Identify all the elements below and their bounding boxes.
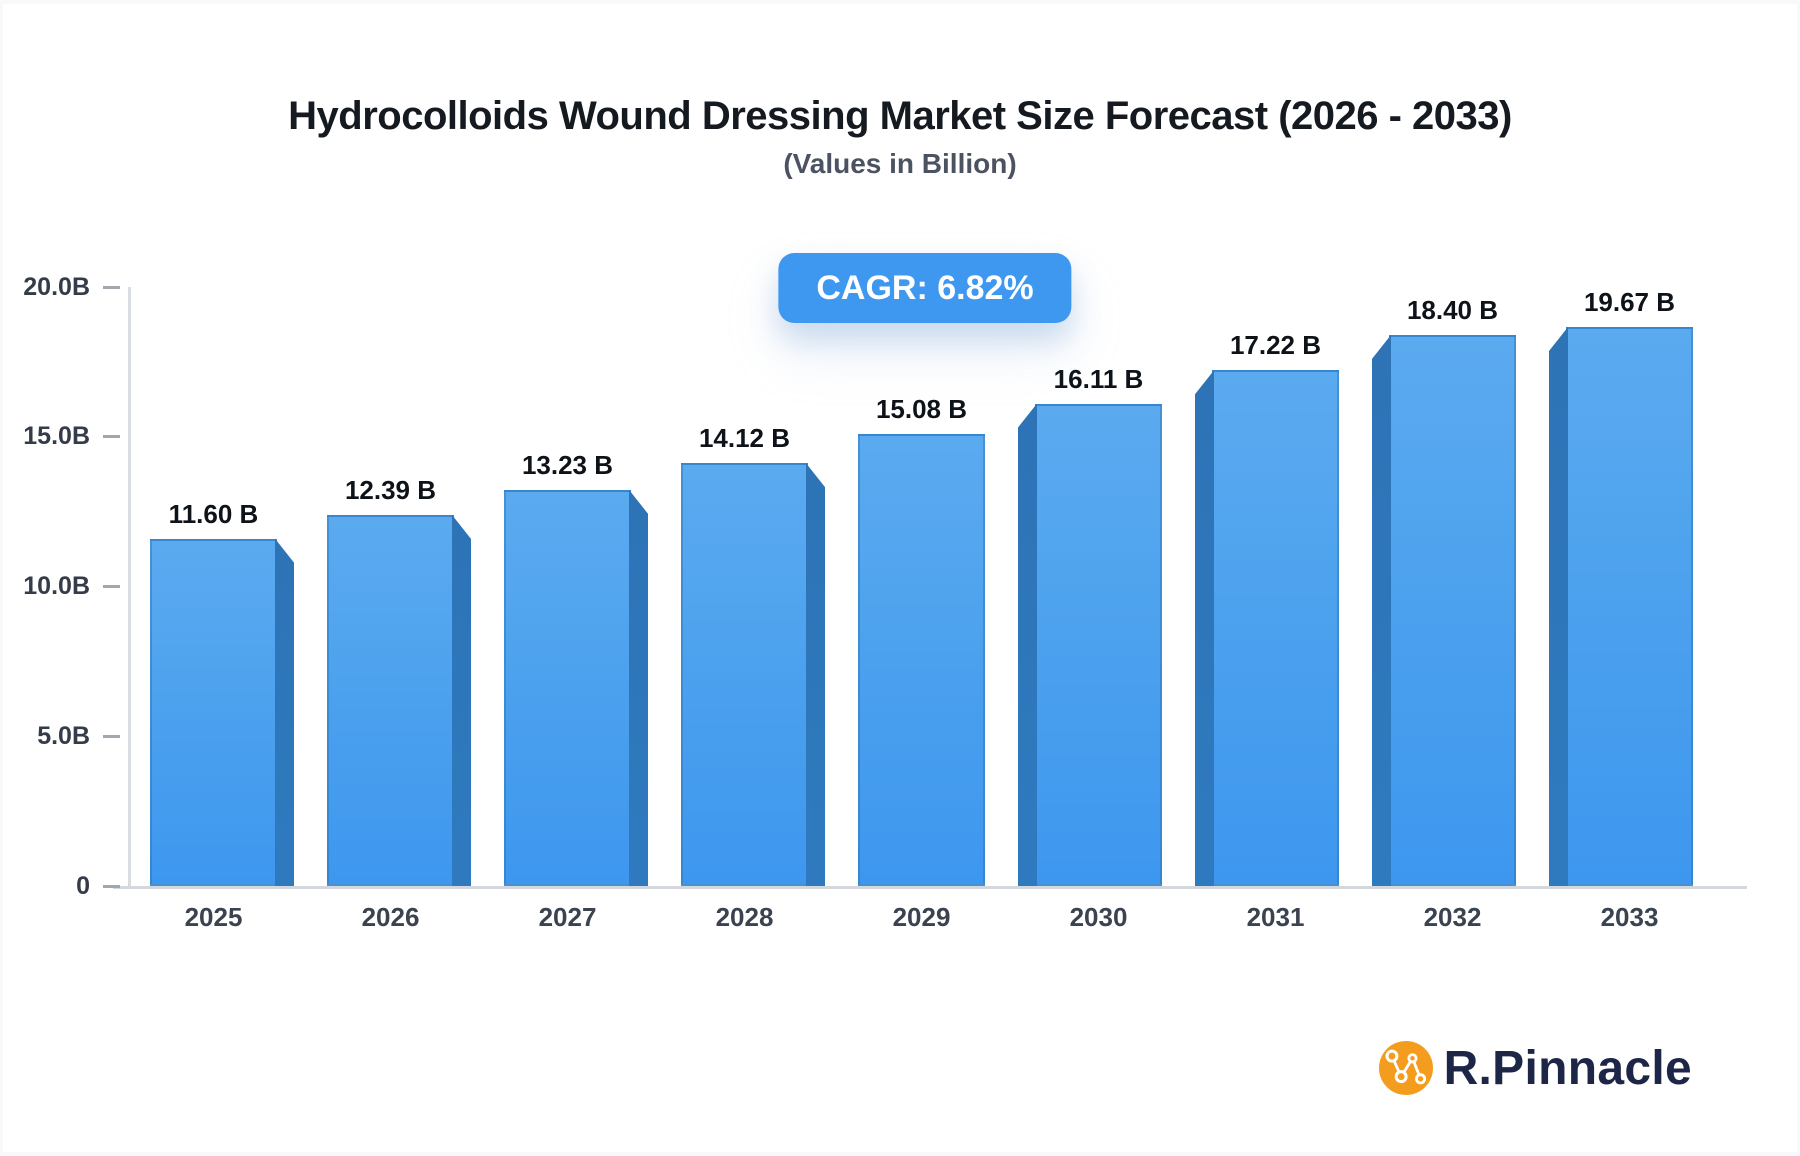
bar-2025: [150, 538, 294, 886]
x-labels-row: 2025 2026 2027 2028 2029 2030 2031 2032 2033: [150, 902, 1693, 933]
bar-2028: [681, 463, 825, 886]
bar-3d-side: [1195, 370, 1214, 886]
bar-value-label: 14.12 B: [698, 423, 791, 454]
y-tick-label: 15.0B: [23, 422, 90, 451]
bar-3d-side: [806, 463, 825, 886]
y-tick-dash: [103, 734, 120, 738]
y-tick-20.0B: 20.0B: [0, 271, 120, 303]
bar-value-label: 13.23 B: [521, 449, 614, 480]
y-tick-label: 20.0B: [23, 272, 90, 301]
bar-slot-2030: 16.11 B: [1018, 287, 1162, 886]
bar-3d-side: [275, 538, 294, 886]
x-tick-2033: 2033: [1600, 902, 1659, 932]
y-tick-dash: [103, 435, 120, 439]
bars-container: 11.60 B 12.39 B 13.23 B 14.12 B 15.08 B 16.11…: [150, 287, 1693, 886]
page-title: Hydrocolloids Wound Dressing Market Size…: [288, 94, 1512, 138]
logo-text: R.Pinnacle: [1443, 1041, 1692, 1095]
bar-3d-side: [1372, 334, 1391, 886]
bar-2027: [504, 489, 648, 886]
bar-2029: [858, 434, 985, 886]
bar-slot-2025: 11.60 B: [150, 287, 294, 886]
bar-value-label: 19.67 B: [1583, 287, 1676, 317]
x-tick-2032: 2032: [1423, 902, 1482, 932]
bar-slot-2028: 14.12 B: [681, 287, 825, 886]
bar-2032: [1372, 334, 1516, 886]
bar-value-label: 18.40 B: [1406, 294, 1499, 325]
bar-slot-2027: 13.23 B: [504, 287, 648, 886]
bar-slot-2026: 12.39 B: [327, 287, 471, 886]
y-tick-label: 10.0B: [23, 572, 90, 600]
bar-value-label: 11.60 B: [168, 498, 259, 529]
y-tick-15.0B: 15.0B: [0, 421, 120, 453]
bar-slot-2033: 19.67 B: [1549, 287, 1693, 886]
y-tick-0: 0: [0, 870, 120, 902]
y-tick-10.0B: 10.0B: [0, 571, 120, 603]
x-tick-2027: 2027: [538, 902, 597, 932]
y-tick-label: 5.0B: [37, 721, 90, 750]
logo-network-icon: [1378, 1041, 1433, 1095]
bar-slot-2029: 15.08 B: [858, 287, 985, 886]
x-tick-2025: 2025: [184, 902, 243, 932]
y-tick-label: 0: [76, 871, 90, 900]
y-tick-dash: [103, 884, 120, 888]
y-tick-dash: [103, 285, 120, 289]
bar-2026: [327, 514, 471, 886]
bar-value-label: 15.08 B: [875, 394, 968, 425]
y-tick-dash: [103, 585, 120, 588]
x-tick-2031: 2031: [1246, 902, 1305, 932]
bar-2030: [1018, 403, 1162, 886]
bar-2033: [1549, 327, 1693, 886]
x-axis-line: [113, 886, 1747, 889]
bar-3d-side: [629, 489, 648, 886]
x-tick-2030: 2030: [1069, 902, 1128, 932]
brand-logo: R.Pinnacle: [1378, 1040, 1692, 1096]
bar-slot-2032: 18.40 B: [1372, 287, 1516, 886]
bar-3d-side: [1018, 403, 1037, 886]
x-tick-2029: 2029: [892, 902, 951, 932]
x-tick-2028: 2028: [715, 902, 774, 932]
y-tick-5.0B: 5.0B: [0, 720, 120, 752]
bar-slot-2031: 17.22 B: [1195, 287, 1339, 886]
bar-2031: [1195, 370, 1339, 886]
cagr-badge: CAGR: 6.82%: [778, 253, 1072, 323]
x-tick-2026: 2026: [361, 902, 420, 932]
bar-value-label: 12.39 B: [344, 474, 437, 505]
bar-3d-side: [452, 514, 471, 886]
bar-value-label: 16.11 B: [1053, 363, 1144, 394]
y-axis-line: [128, 287, 131, 888]
bar-value-label: 17.22 B: [1229, 330, 1322, 361]
bar-3d-side: [1549, 327, 1568, 886]
page-subtitle: (Values in Billion): [783, 148, 1017, 179]
